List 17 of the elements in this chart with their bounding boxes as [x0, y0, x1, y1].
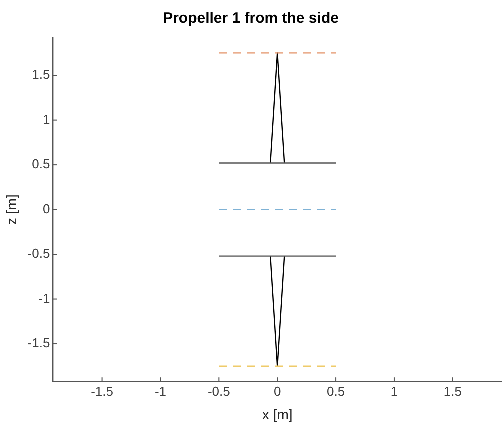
x-tick-label: 1.5 [444, 384, 462, 399]
x-tick-label: -1 [154, 384, 167, 399]
y-axis-title: z [m] [3, 194, 20, 225]
y-tick-label: 0.5 [32, 156, 50, 172]
y-tick-label: -1 [38, 290, 50, 306]
x-tick-label: 1 [390, 384, 398, 399]
y-tick-label: -1.5 [28, 336, 50, 351]
y-tick-label: 1 [42, 112, 50, 127]
x-tick-label: 0 [274, 384, 282, 399]
x-axis-title: x [m] [262, 406, 293, 422]
y-tick-label: 0 [42, 201, 50, 216]
y-tick-label: 1.5 [32, 67, 50, 82]
x-tick-label: -0.5 [208, 384, 230, 399]
y-tick-label: -0.5 [28, 246, 50, 262]
chart-title: Propeller 1 from the side [163, 10, 339, 28]
x-tick-label: 0.5 [327, 384, 346, 399]
x-tick-label: -1.5 [91, 384, 114, 399]
